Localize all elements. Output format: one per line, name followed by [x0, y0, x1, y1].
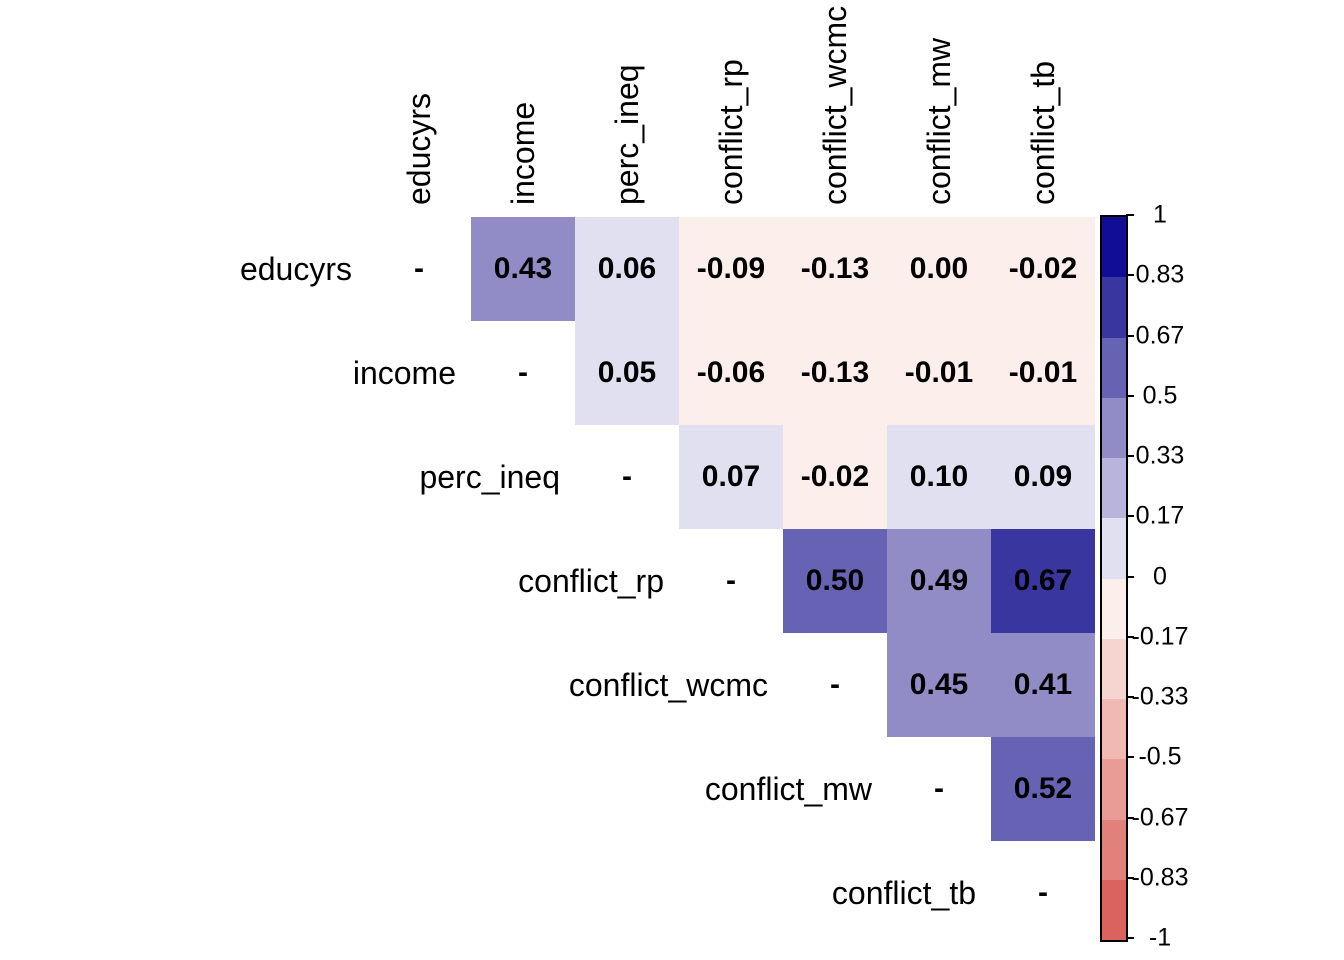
matrix-cell-educyrs-perc_ineq: 0.06: [575, 217, 679, 321]
column-label-conflict_wcmc: conflict_wcmc: [817, 5, 853, 205]
legend-tick-mark: [1126, 515, 1134, 518]
legend-color-segment: [1102, 759, 1126, 820]
legend-tick-mark: [1126, 455, 1134, 457]
legend-tick-mark: [1126, 274, 1134, 277]
legend-color-segment: [1102, 277, 1126, 338]
legend-color-segment: [1102, 579, 1126, 639]
legend-tick-label: -0.67: [1131, 803, 1189, 831]
legend-tick-mark: [1126, 394, 1134, 397]
legend-tick-label: -0.5: [1138, 742, 1182, 771]
legend-tick-label: 1: [1153, 200, 1167, 229]
legend-tick-mark: [1126, 575, 1134, 578]
matrix-diagonal-cell-conflict_mw: -: [934, 772, 944, 805]
column-label-conflict_mw: conflict_mw: [921, 37, 957, 205]
legend-tick-mark: [1126, 756, 1134, 759]
matrix-diagonal-cell-conflict_wcmc: -: [830, 668, 840, 701]
legend-color-segment: [1102, 338, 1126, 398]
legend-tick-mark: [1126, 635, 1134, 638]
matrix-diagonal-cell-income: -: [518, 356, 528, 389]
matrix-cell-educyrs-conflict_rp: -0.09: [679, 217, 783, 321]
legend-tick-mark: [1126, 816, 1134, 819]
matrix-cell-conflict_rp-conflict_wcmc: 0.50: [783, 529, 887, 633]
legend-color-segment: [1102, 699, 1126, 759]
column-label-perc_ineq: perc_ineq: [609, 64, 645, 205]
matrix-cell-conflict_mw-conflict_tb: 0.52: [991, 737, 1095, 841]
matrix-cell-perc_ineq-conflict_tb: 0.09: [991, 425, 1095, 529]
legend-tick-mark: [1126, 876, 1134, 879]
matrix-cell-perc_ineq-conflict_rp: 0.07: [679, 425, 783, 529]
legend-color-segment: [1102, 518, 1126, 579]
matrix-cell-educyrs-conflict_mw: 0.00: [887, 217, 991, 321]
matrix-cell-income-conflict_wcmc: -0.13: [783, 321, 887, 425]
legend-tick-label: -0.33: [1131, 682, 1189, 711]
matrix-cell-educyrs-income: 0.43: [471, 217, 575, 321]
matrix-cell-educyrs-conflict_tb: -0.02: [991, 217, 1095, 321]
legend-tick-mark: [1126, 696, 1134, 698]
column-label-educyrs: educyrs: [401, 92, 437, 205]
legend-tick-label: -0.17: [1131, 622, 1189, 651]
matrix-cell-income-conflict_mw: -0.01: [887, 321, 991, 425]
column-label-conflict_rp: conflict_rp: [713, 59, 749, 205]
row-label-conflict_tb: conflict_tb: [831, 875, 976, 911]
matrix-cell-income-conflict_rp: -0.06: [679, 321, 783, 425]
row-label-conflict_mw: conflict_mw: [704, 771, 872, 807]
legend-tick-mark: [1126, 334, 1134, 337]
legend-tick-label: 0.67: [1135, 321, 1185, 349]
matrix-cell-conflict_rp-conflict_mw: 0.49: [887, 529, 991, 633]
matrix-diagonal-cell-perc_ineq: -: [622, 460, 632, 493]
legend-color-segment: [1102, 398, 1126, 458]
matrix-cell-income-perc_ineq: 0.05: [575, 321, 679, 425]
legend-tick-label: -0.83: [1131, 863, 1189, 892]
legend-colorbar: [1100, 215, 1128, 942]
legend-tick-mark: [1126, 937, 1134, 939]
column-label-income: income: [505, 101, 541, 205]
matrix-cell-income-conflict_tb: -0.01: [991, 321, 1095, 425]
row-label-conflict_rp: conflict_rp: [518, 563, 664, 599]
row-label-income: income: [352, 355, 456, 391]
legend-color-segment: [1102, 639, 1126, 699]
matrix-diagonal-cell-educyrs: -: [414, 252, 424, 285]
legend-color-segment: [1102, 458, 1126, 518]
column-label-conflict_tb: conflict_tb: [1025, 60, 1061, 205]
matrix-cell-educyrs-conflict_wcmc: -0.13: [783, 217, 887, 321]
legend-color-segment: [1102, 880, 1126, 940]
legend-tick-label: -1: [1148, 923, 1172, 952]
row-label-conflict_wcmc: conflict_wcmc: [568, 667, 768, 703]
legend-tick-label: 0.83: [1135, 260, 1185, 289]
legend-tick-mark: [1126, 214, 1134, 216]
legend-color-segment: [1102, 820, 1126, 880]
legend-tick-label: 0.17: [1135, 501, 1185, 530]
matrix-cell-conflict_wcmc-conflict_mw: 0.45: [887, 633, 991, 737]
matrix-cell-conflict_rp-conflict_tb: 0.67: [991, 529, 1095, 633]
legend-color-segment: [1102, 217, 1126, 277]
matrix-cell-perc_ineq-conflict_wcmc: -0.02: [783, 425, 887, 529]
legend-tick-label: 0: [1153, 562, 1167, 590]
row-label-perc_ineq: perc_ineq: [419, 459, 560, 495]
matrix-cell-perc_ineq-conflict_mw: 0.10: [887, 425, 991, 529]
matrix-cell-conflict_wcmc-conflict_tb: 0.41: [991, 633, 1095, 737]
matrix-diagonal-cell-conflict_tb: -: [1038, 876, 1048, 909]
matrix-diagonal-cell-conflict_rp: -: [726, 564, 736, 597]
legend-tick-label: 0.5: [1142, 381, 1178, 410]
legend-tick-label: 0.33: [1135, 441, 1185, 470]
row-label-educyrs: educyrs: [239, 251, 352, 287]
